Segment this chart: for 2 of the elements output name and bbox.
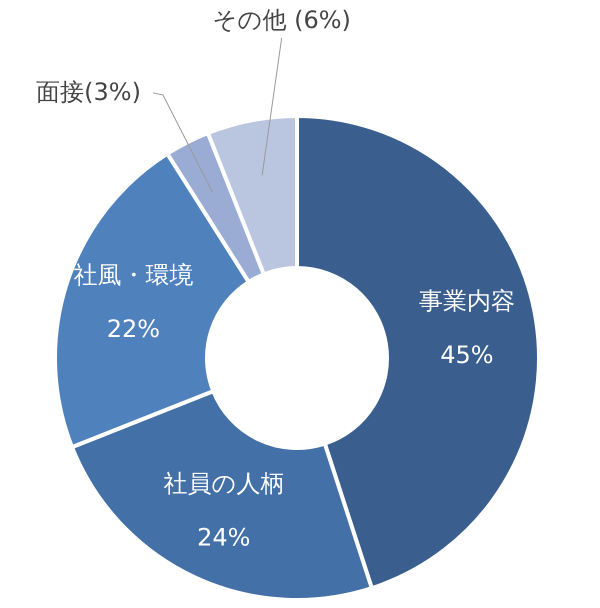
slice-label: 面接(3%) [36,78,141,106]
slice-label: その他 (6%) [212,6,351,34]
